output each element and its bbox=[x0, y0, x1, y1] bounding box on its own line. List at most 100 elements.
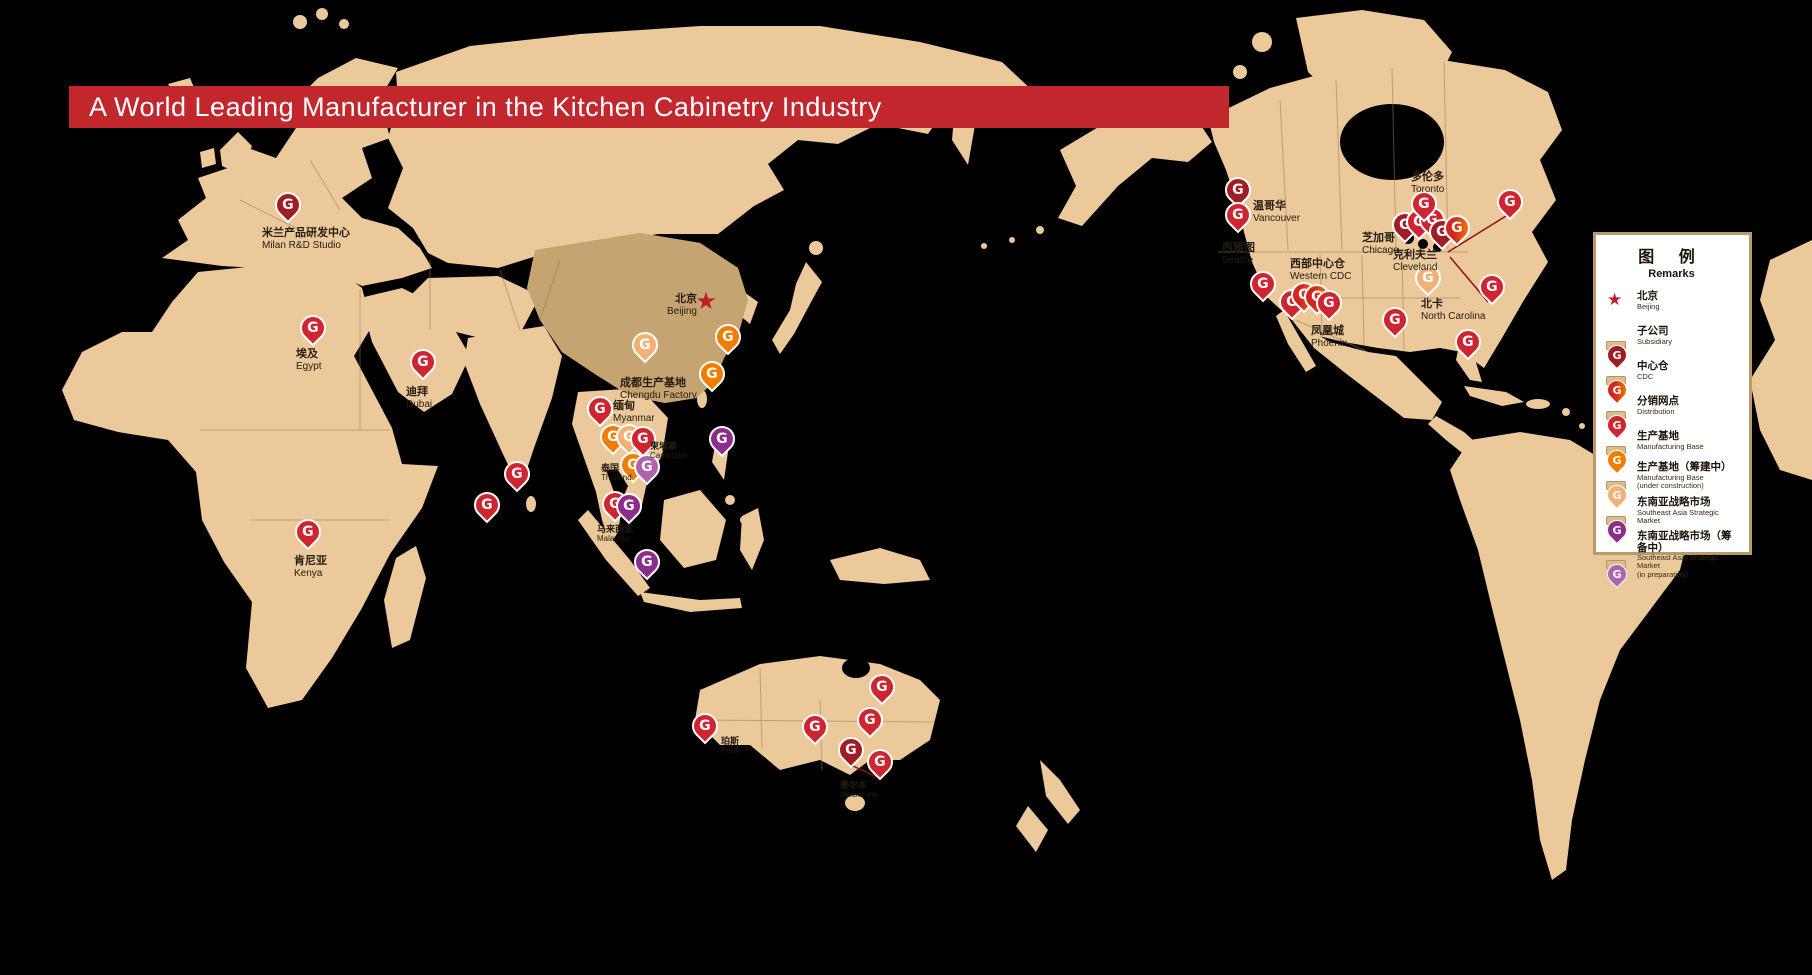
pin-letter: G bbox=[1323, 295, 1335, 311]
banner-title: A World Leading Manufacturer in the Kitc… bbox=[89, 91, 882, 122]
pin-letter: G bbox=[864, 712, 876, 728]
legend-items: ★ 北京 Beijing G 子公司 Subsidiary G 中心仓 CDC G 分销网点 Dist… bbox=[1602, 286, 1739, 589]
pin-letter: G bbox=[481, 497, 493, 513]
sulawesi bbox=[740, 508, 764, 570]
map-label-en: North Carolina bbox=[1421, 310, 1486, 322]
pin-letter: G bbox=[1232, 182, 1244, 198]
sea_market-pin-icon: G bbox=[1602, 496, 1632, 545]
pin-letter: G bbox=[282, 197, 294, 213]
map-label: 凤凰城 Phoenix bbox=[1311, 325, 1347, 349]
map-label-zh: 北卡 bbox=[1421, 298, 1443, 310]
new-guinea bbox=[830, 548, 930, 584]
legend-item-sea_market: G 东南亚战略市场 Southeast Asia Strategic Market bbox=[1602, 495, 1739, 545]
legend-label-en: Southeast Asia Strategic Market bbox=[1637, 507, 1719, 525]
mexico bbox=[1292, 320, 1442, 420]
hudson-bay bbox=[1340, 104, 1444, 180]
madagascar bbox=[384, 546, 426, 648]
sri-lanka bbox=[526, 496, 536, 512]
cuba bbox=[1464, 386, 1524, 406]
map-label: 温哥华 Vancouver bbox=[1253, 200, 1300, 224]
map-label: 肯尼亚 Kenya bbox=[294, 555, 327, 579]
legend-label-zh: 分销网点 bbox=[1637, 395, 1679, 408]
pin-letter: G bbox=[1486, 279, 1498, 295]
legend-title: 图 例 Remarks bbox=[1604, 243, 1739, 280]
map-label-en: Myanmar bbox=[613, 412, 655, 424]
nz-south bbox=[1016, 806, 1048, 852]
map-label-zh: 西部中心仓 bbox=[1290, 258, 1345, 270]
legend-item-manufacturing_prep: G 生产基地（筹建中） Manufacturing Base (under cons… bbox=[1602, 460, 1739, 510]
pin-letter: G bbox=[1504, 194, 1516, 210]
legend-title-en: Remarks bbox=[1648, 268, 1695, 280]
map-label-en: Dubai bbox=[406, 398, 433, 410]
pin-letter: G bbox=[417, 354, 429, 370]
legend-label-en: Beijing bbox=[1637, 301, 1660, 311]
florida-shape bbox=[1456, 350, 1482, 382]
pin-letter: G bbox=[876, 679, 888, 695]
map-label-en: Seattle bbox=[1222, 254, 1254, 266]
tasmania bbox=[845, 795, 865, 811]
distribution-pin-icon: G bbox=[1602, 391, 1632, 440]
beijing-star-icon: ★ bbox=[1604, 286, 1630, 316]
legend-item-text: 中心仓 CDC bbox=[1637, 361, 1669, 381]
map-label-zh: 成都生产基地 bbox=[620, 377, 686, 389]
map-label: 多伦多 Toronto bbox=[1411, 171, 1444, 195]
map-label-en: Chicago bbox=[1362, 244, 1399, 256]
legend-item-distribution: G 分销网点 Distribution bbox=[1602, 391, 1739, 440]
map-label-en: Perth bbox=[721, 746, 741, 756]
map-label: 芝加哥 Chicago bbox=[1362, 232, 1399, 256]
greenland bbox=[1296, 10, 1452, 122]
map-label: 柬埔寨 Cambodia bbox=[650, 441, 686, 461]
pin-letter: G bbox=[722, 329, 734, 345]
legend-item-sea_market_prep: G 东南亚战略市场（筹备中） Southeast Asia Strategic Ma… bbox=[1602, 530, 1739, 589]
map-label-en: Phoenix bbox=[1311, 337, 1348, 349]
map-label-zh: 泰国 bbox=[601, 463, 620, 473]
uk bbox=[220, 132, 252, 174]
ireland bbox=[200, 148, 216, 168]
manufacturing-pin-icon: G bbox=[1602, 426, 1632, 475]
map-label-zh: 北京 bbox=[675, 293, 697, 305]
pin-letter: G bbox=[809, 719, 821, 735]
india bbox=[464, 326, 562, 490]
pin-letter: G bbox=[511, 466, 523, 482]
map-label-zh: 西雅图 bbox=[1222, 242, 1255, 254]
pin-letter: G bbox=[706, 366, 718, 382]
title-banner: A World Leading Manufacturer in the Kitc… bbox=[69, 86, 1229, 128]
russia bbox=[388, 26, 1036, 268]
legend-label-zh: 中心仓 bbox=[1637, 360, 1669, 373]
map-label-zh: 凤凰城 bbox=[1311, 325, 1344, 337]
map-label: 埃及 Egypt bbox=[296, 348, 322, 372]
map-label-en: Toronto bbox=[1411, 183, 1445, 195]
legend-label-zh: 东南亚战略市场 bbox=[1637, 495, 1711, 508]
legend-item-cdc: G 中心仓 CDC bbox=[1602, 356, 1739, 405]
legend-panel: 图 例 Remarks ★ 北京 Beijing G 子公司 Subsidiary G 中心仓… bbox=[1593, 232, 1752, 589]
great-lake-2 bbox=[1418, 239, 1428, 249]
sumatra bbox=[578, 510, 650, 596]
pin-letter: G bbox=[623, 498, 635, 514]
map-label-zh: 墨尔本 bbox=[840, 780, 868, 790]
legend-item-text: 分销网点 Distribution bbox=[1637, 396, 1679, 416]
map-label-en: Thailand bbox=[601, 473, 632, 483]
map-label: 西雅图 Seattle bbox=[1222, 242, 1255, 266]
map-label-zh: 温哥华 bbox=[1253, 200, 1286, 212]
pin-letter: G bbox=[716, 431, 728, 447]
pin-letter: G bbox=[1612, 567, 1622, 581]
map-label-en: Milan R&D Studio bbox=[262, 239, 341, 251]
pin-letter: G bbox=[699, 718, 711, 734]
map-label-zh: 马来西亚 bbox=[597, 524, 634, 534]
pin-letter: G bbox=[637, 431, 649, 447]
pin-letter: G bbox=[1462, 334, 1474, 350]
map-label-en: Chengdu Factory bbox=[620, 389, 697, 401]
manufacturing_prep-pin-icon: G bbox=[1602, 461, 1632, 510]
map-label-zh: 珀斯 bbox=[721, 736, 740, 746]
legend-label-zh: 生产基地（筹建中） bbox=[1637, 460, 1732, 473]
africa bbox=[62, 266, 438, 708]
legend-item-beijing-star: ★ 北京 Beijing bbox=[1604, 286, 1739, 316]
legend-label-en: Manufacturing Base (under construction) bbox=[1637, 472, 1704, 490]
legend-item-text: 生产基地（筹建中） Manufacturing Base (under const… bbox=[1637, 460, 1732, 490]
legend-item-text: 东南亚战略市场 Southeast Asia Strategic Market bbox=[1637, 495, 1739, 525]
cdc-pin-icon: G bbox=[1602, 356, 1632, 405]
map-label: 北京 Beijing bbox=[667, 293, 697, 317]
legend-item-text: 北京 Beijing bbox=[1637, 291, 1660, 311]
map-label-en: Cleveland bbox=[1393, 261, 1438, 273]
